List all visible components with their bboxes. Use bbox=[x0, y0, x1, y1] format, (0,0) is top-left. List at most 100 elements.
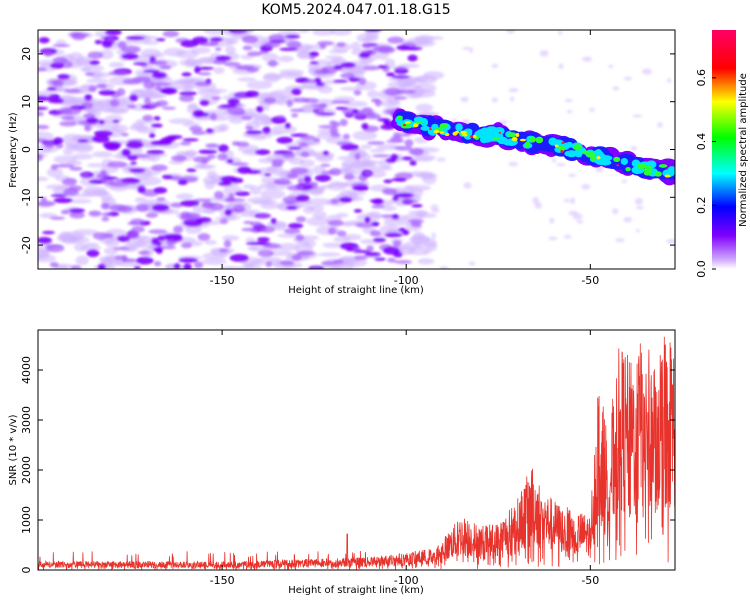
noise-haze-blob bbox=[80, 245, 102, 251]
noise-haze-blob bbox=[45, 184, 70, 190]
noise-blob bbox=[157, 235, 166, 241]
noise-blob bbox=[129, 168, 146, 173]
noise-blob bbox=[303, 175, 312, 183]
noise-blob bbox=[241, 35, 259, 44]
noise-haze-blob bbox=[222, 235, 240, 241]
colorbar-label: Normalized spectral amplitude bbox=[738, 73, 749, 227]
sparse-noise-blob bbox=[657, 122, 663, 128]
noise-haze-blob bbox=[143, 40, 159, 45]
noise-blob bbox=[358, 77, 367, 86]
noise-haze-blob bbox=[367, 89, 379, 98]
noise-haze-blob bbox=[422, 71, 445, 80]
noise-haze-blob bbox=[38, 176, 49, 182]
sparse-noise-blob bbox=[564, 98, 573, 103]
noise-haze-blob bbox=[182, 84, 194, 92]
sparse-noise-blob bbox=[431, 232, 436, 240]
snr-frame bbox=[37, 329, 676, 571]
sparse-noise-blob bbox=[568, 173, 576, 178]
noise-haze-blob bbox=[38, 249, 50, 260]
sparse-noise-blob bbox=[436, 157, 446, 162]
track-blob bbox=[554, 144, 559, 148]
track-blob bbox=[664, 174, 671, 178]
noise-haze-blob bbox=[175, 193, 194, 200]
noise-haze-blob bbox=[324, 55, 344, 60]
noise-blob bbox=[354, 152, 361, 161]
noise-blob bbox=[355, 222, 374, 228]
noise-haze-blob bbox=[203, 30, 228, 35]
noise-blob bbox=[285, 200, 295, 205]
sparse-noise-blob bbox=[534, 201, 543, 209]
noise-blob bbox=[383, 179, 393, 184]
noise-haze-blob bbox=[360, 144, 372, 150]
noise-blob bbox=[155, 38, 166, 42]
colorbar bbox=[712, 30, 736, 269]
noise-blob bbox=[338, 196, 353, 203]
noise-blob bbox=[241, 227, 259, 232]
noise-blob bbox=[314, 77, 322, 84]
noise-blob bbox=[244, 90, 260, 98]
noise-haze-blob bbox=[38, 131, 54, 141]
noise-blob bbox=[348, 77, 361, 82]
noise-blob bbox=[404, 139, 414, 147]
noise-haze-blob bbox=[237, 77, 257, 82]
noise-blob bbox=[206, 154, 216, 159]
noise-blob bbox=[95, 83, 107, 89]
noise-blob bbox=[94, 39, 103, 45]
noise-blob bbox=[48, 98, 64, 104]
noise-blob bbox=[153, 82, 173, 86]
noise-blob bbox=[289, 108, 305, 113]
noise-blob bbox=[315, 82, 325, 87]
noise-blob bbox=[129, 94, 139, 102]
noise-blob bbox=[363, 65, 380, 71]
noise-blob bbox=[344, 173, 355, 181]
noise-blob bbox=[63, 188, 79, 196]
noise-haze-blob bbox=[213, 67, 225, 74]
noise-blob bbox=[166, 239, 176, 246]
noise-blob bbox=[244, 169, 262, 174]
noise-blob bbox=[393, 251, 403, 258]
noise-blob bbox=[101, 202, 110, 210]
spectrogram-image bbox=[38, 30, 675, 269]
track-blob bbox=[658, 164, 668, 168]
noise-blob bbox=[245, 125, 254, 131]
noise-blob bbox=[88, 179, 106, 184]
snr-panel bbox=[38, 336, 675, 570]
noise-blob bbox=[382, 187, 398, 195]
noise-blob bbox=[263, 243, 281, 249]
noise-blob bbox=[159, 65, 172, 70]
noise-blob bbox=[311, 266, 320, 269]
noise-blob bbox=[138, 250, 151, 255]
noise-blob bbox=[377, 65, 388, 69]
noise-haze-blob bbox=[57, 96, 83, 107]
sparse-noise-blob bbox=[508, 161, 519, 167]
noise-haze-blob bbox=[56, 234, 78, 243]
noise-blob bbox=[291, 88, 302, 96]
sparse-noise-blob bbox=[423, 249, 428, 255]
noise-haze-blob bbox=[376, 143, 399, 151]
noise-haze-blob bbox=[410, 157, 434, 162]
snr-ticks: -150 -100 -50 0 1000 2000 3000 4000 bbox=[20, 330, 675, 587]
noise-haze-blob bbox=[104, 237, 120, 248]
noise-blob bbox=[198, 149, 218, 154]
noise-haze-blob bbox=[362, 37, 373, 43]
noise-blob bbox=[179, 141, 192, 146]
colorbar-tick-label: 0.0 bbox=[695, 260, 708, 278]
noise-haze-blob bbox=[239, 212, 255, 217]
track-blob bbox=[551, 139, 564, 145]
colorbar-ticks: 0.0 0.2 0.4 0.6 bbox=[695, 69, 716, 278]
noise-blob bbox=[178, 257, 198, 263]
sparse-noise-blob bbox=[569, 197, 576, 204]
x-tick-label: -100 bbox=[394, 274, 419, 287]
noise-blob bbox=[136, 203, 149, 212]
sparse-noise-blob bbox=[548, 236, 558, 241]
noise-haze-blob bbox=[68, 198, 92, 204]
noise-haze-blob bbox=[249, 185, 262, 195]
noise-blob bbox=[297, 177, 304, 184]
sparse-noise-blob bbox=[621, 179, 628, 184]
noise-blob bbox=[91, 134, 110, 143]
noise-blob bbox=[191, 130, 207, 136]
y-tick-label: 10 bbox=[20, 95, 33, 109]
noise-blob bbox=[182, 263, 192, 269]
noise-blob bbox=[125, 140, 144, 149]
